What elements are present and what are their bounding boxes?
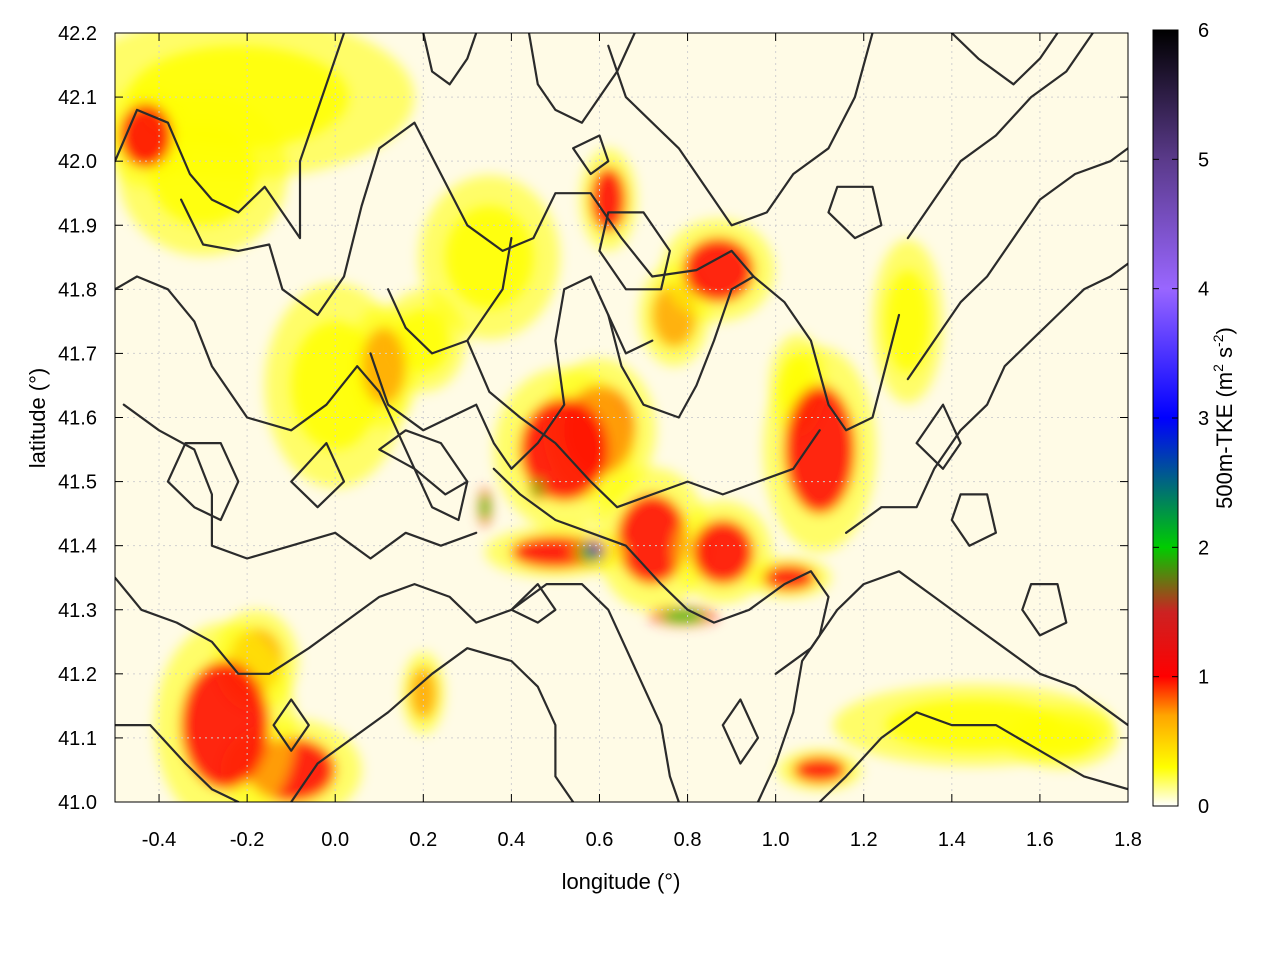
y-tick-label: 41.0 [58, 792, 97, 814]
terrain-contour-18 [950, 33, 1059, 86]
tke-spot-3 [885, 270, 930, 373]
y-tick-label: 41.6 [58, 408, 97, 430]
terrain-contour-4 [115, 576, 680, 802]
terrain-contour-31 [572, 134, 610, 176]
colorbar-tick-label: 6 [1198, 20, 1209, 42]
terrain-contour-2 [115, 275, 469, 496]
tke-spot-25 [691, 520, 754, 585]
y-tick-label: 41.9 [58, 215, 97, 237]
x-tick-label: 0.2 [409, 829, 437, 851]
terrain-contours [115, 33, 1128, 802]
terrain-contour-6 [290, 647, 575, 802]
tke-spot-23 [784, 385, 855, 514]
colorbar-tick-label: 5 [1198, 149, 1209, 171]
y-axis-title: latitude (°) [25, 368, 50, 469]
colorbar-title-mid: s [1212, 347, 1237, 364]
terrain-contour-0 [115, 33, 346, 240]
x-tick-label: 1.0 [762, 829, 790, 851]
x-tick-label: 0.4 [497, 829, 525, 851]
tke-spot-8 [1026, 718, 1098, 758]
y-tick-label: 41.7 [58, 343, 97, 365]
colorbar-title-main: 500m-TKE (m [1212, 372, 1237, 509]
colorbar-title: 500m-TKE (m2 s-2) [1210, 327, 1237, 509]
terrain-contour-29 [950, 493, 997, 547]
terrain-contour-9 [607, 275, 901, 432]
terrain-contour-1 [180, 121, 755, 317]
terrain-contour-8 [369, 275, 654, 470]
terrain-contour-32 [915, 403, 962, 470]
terrain-contour-27 [510, 583, 557, 624]
terrain-contour-14 [845, 262, 1128, 534]
y-tick-label: 42.0 [58, 151, 97, 173]
terrain-contour-20 [422, 33, 478, 86]
y-tick-label: 41.2 [58, 664, 97, 686]
terrain-contour-22 [290, 442, 346, 509]
colorbar-tick-label: 0 [1198, 796, 1209, 818]
terrain-contour-24 [598, 211, 671, 291]
terrain-contour-7 [387, 237, 513, 355]
y-axis-ticks: 41.0 41.1 41.2 41.3 41.4 41.5 41.6 41.7 41.8 41.9… [58, 23, 1128, 814]
terrain-contour-23 [378, 429, 469, 522]
terrain-contour-17 [607, 33, 874, 227]
tke-spot-16 [793, 757, 847, 783]
x-tick-label: 1.2 [850, 829, 878, 851]
colorbar-title-end: ) [1212, 327, 1237, 334]
tke-spot-27 [480, 494, 490, 521]
terrain-contour-19 [527, 33, 636, 124]
grid-lines [115, 32, 1129, 803]
y-tick-label: 42.1 [58, 87, 97, 109]
tke-spot-19 [617, 494, 688, 585]
terrain-contour-3 [122, 403, 478, 560]
colorbar-tick-label: 4 [1198, 279, 1209, 301]
terrain-contour-5 [115, 724, 240, 802]
tke-spot-22 [762, 564, 816, 591]
x-tick-label: -0.4 [142, 829, 176, 851]
colorbar-tick-label: 2 [1198, 537, 1209, 559]
x-tick-label: 0.0 [321, 829, 349, 851]
y-tick-label: 42.2 [58, 23, 97, 45]
plot-area [114, 32, 1129, 803]
colorbar-tick-label: 3 [1198, 408, 1209, 430]
colorbar-title-sup2: -2 [1210, 334, 1226, 347]
terrain-contour-30 [1021, 583, 1068, 637]
y-tick-label: 41.5 [58, 472, 97, 494]
colorbar-tick-label: 1 [1198, 667, 1209, 689]
colorbar-ticks: 0 1 2 3 4 5 6 [1153, 20, 1209, 818]
x-tick-label: 0.6 [586, 829, 614, 851]
terrain-contour-16 [906, 33, 1094, 240]
terrain-contour-25 [827, 185, 883, 240]
x-tick-label: 1.8 [1114, 829, 1142, 851]
tke-spot-5 [445, 206, 534, 309]
y-tick-label: 41.4 [58, 536, 97, 558]
terrain-contour-13 [818, 711, 1128, 802]
terrain-contour-15 [906, 147, 1128, 381]
x-axis-title: longitude (°) [562, 869, 681, 894]
y-tick-label: 41.1 [58, 728, 97, 750]
colorbar-title-sup1: 2 [1210, 364, 1226, 372]
x-tick-label: 1.6 [1026, 829, 1054, 851]
terrain-contour-12 [774, 570, 1128, 727]
x-tick-label: 1.4 [938, 829, 966, 851]
terrain-contour-21 [166, 442, 240, 522]
tke-spot-20 [181, 661, 270, 790]
terrain-contour-26 [272, 698, 310, 752]
terrain-contour-10 [466, 339, 821, 509]
x-tick-label: -0.2 [230, 829, 264, 851]
terrain-contour-11 [492, 467, 830, 802]
y-tick-label: 41.3 [58, 600, 97, 622]
terrain-contour-28 [721, 698, 760, 765]
y-tick-label: 41.8 [58, 279, 97, 301]
tke-spot-29 [532, 480, 544, 496]
tke-spot-30 [589, 543, 601, 554]
x-tick-label: 0.8 [674, 829, 702, 851]
x-axis-ticks: -0.4 -0.2 0.0 0.2 0.4 0.6 0.8 1.0 1.2 1.4 1.6 1.8 [142, 33, 1142, 851]
